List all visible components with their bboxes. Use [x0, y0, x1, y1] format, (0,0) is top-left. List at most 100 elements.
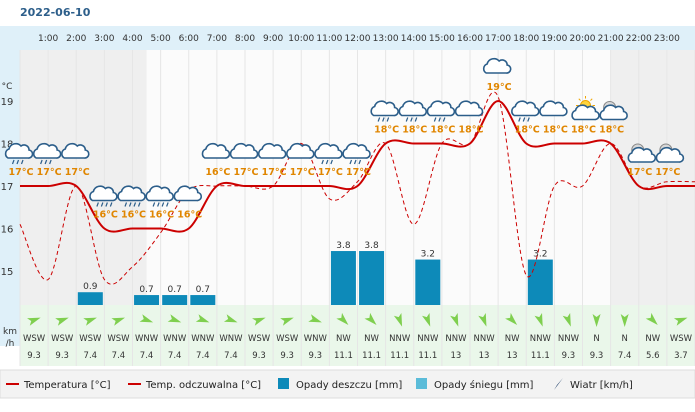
- wind-speed-label: 9.3: [280, 351, 294, 361]
- wind-direction-label: WNW: [135, 334, 159, 344]
- rain-bar: [330, 251, 356, 305]
- rain-value-label: 3.8: [336, 241, 351, 251]
- rain-value-label: 0.7: [139, 285, 153, 295]
- temp-value-label: 16°C: [205, 167, 230, 178]
- rain-drop: [157, 202, 160, 207]
- temp-value-label: 17°C: [627, 167, 652, 178]
- rain-drop: [382, 117, 385, 122]
- hour-label: 10:00: [288, 34, 314, 44]
- wind-speed-label: 11.1: [334, 351, 353, 361]
- cloud-shape: [201, 142, 231, 159]
- wind-arrow-shape: [562, 312, 571, 327]
- temp-value-label: 19°C: [487, 82, 512, 93]
- temp-value-label: 18°C: [430, 125, 455, 136]
- hour-label: 13:00: [373, 34, 399, 44]
- temp-value-label: 18°C: [402, 125, 427, 136]
- wind-arrow-shape: [364, 312, 377, 325]
- wind-arrow-icon: [592, 314, 601, 327]
- rain-drop: [49, 159, 52, 165]
- wind-arrow-icon: [505, 312, 518, 325]
- hour-label: 18:00: [513, 34, 539, 44]
- hour-label: 3:00: [94, 34, 114, 44]
- rain-bar: [190, 295, 216, 305]
- legend-label: Wiatr [km/h]: [570, 380, 633, 391]
- date-label: 2022-06-10: [20, 6, 91, 19]
- cloud-shape: [314, 142, 343, 159]
- wind-arrow-shape: [336, 312, 349, 325]
- y-unit-label: °C: [2, 82, 13, 92]
- rain-drop: [522, 117, 526, 122]
- wind-arrow-shape: [55, 317, 69, 326]
- wind-direction-label: WSW: [670, 334, 693, 344]
- legend-item: Opady deszczu [mm]: [278, 378, 402, 391]
- wind-arrow-icon: [562, 312, 571, 327]
- wind-arrow-icon: [83, 317, 97, 326]
- wind-arrow-icon: [673, 317, 688, 326]
- rain-drop: [40, 159, 43, 165]
- y-tick-label: 17: [1, 182, 14, 193]
- hour-label: 21:00: [598, 34, 624, 44]
- cloud-shape: [117, 185, 146, 202]
- wind-speed-label: 11.1: [362, 351, 381, 361]
- weather-cloud-rain-heavy-icon: [89, 185, 118, 207]
- weather-night-cloud-icon: [655, 143, 685, 163]
- wind-arrow-icon: [534, 312, 543, 327]
- wind-arrow-icon: [223, 314, 238, 323]
- rain-bar: [162, 295, 188, 305]
- cloud-shape: [599, 104, 628, 121]
- cloud-shape: [571, 104, 600, 121]
- weather-night-cloud-icon: [627, 143, 657, 163]
- wind-arrow-icon: [167, 314, 182, 323]
- wind-arrow-icon: [55, 317, 69, 326]
- wind-speed-label: 9.3: [309, 351, 323, 361]
- wind-arrow-shape: [280, 317, 294, 326]
- cloud-shape: [89, 185, 118, 202]
- wind-arrow-icon: [195, 314, 210, 323]
- hour-label: 19:00: [541, 34, 567, 44]
- wind-arrow-icon: [478, 312, 487, 327]
- hour-label: 15:00: [429, 34, 455, 44]
- hour-label: 11:00: [316, 34, 342, 44]
- wind-arrow-icon: [364, 312, 377, 325]
- weather-cloud-rain-heavy-icon: [117, 185, 146, 207]
- rain-drop: [433, 117, 437, 122]
- wind-unit-label: /h: [6, 339, 15, 349]
- legend-item: Wiatr [km/h]: [554, 378, 633, 391]
- wind-arrow-icon: [111, 317, 126, 326]
- wind-direction-label: NNW: [558, 334, 580, 344]
- cloud-shape: [627, 146, 657, 163]
- wind-arrow-shape: [223, 314, 238, 323]
- cloud-shape: [61, 142, 90, 159]
- weather-night-cloud-icon: [599, 101, 628, 121]
- wind-arrow-shape: [195, 314, 210, 323]
- hour-label: 12:00: [345, 34, 371, 44]
- rain-bar: [359, 251, 385, 305]
- weather-cloud-icon: [539, 100, 568, 117]
- rain-drop: [518, 117, 521, 122]
- wind-arrow-shape: [450, 312, 459, 327]
- weather-cloud-icon: [173, 185, 203, 202]
- wind-speed-label: 7.4: [168, 351, 182, 361]
- weather-cloud-icon: [454, 100, 484, 117]
- wind-direction-label: NNW: [530, 334, 552, 344]
- rain-bar: [77, 292, 103, 305]
- rain-drop: [96, 202, 99, 207]
- temp-value-label: 18°C: [374, 125, 399, 136]
- legend-swatch: [416, 378, 427, 389]
- sun-ray: [590, 98, 593, 101]
- cloud-shape: [32, 142, 62, 159]
- wind-arrow-shape: [83, 317, 97, 326]
- hour-label: 17:00: [485, 34, 511, 44]
- wind-direction-label: NW: [336, 334, 351, 344]
- cloud-shape: [482, 57, 512, 74]
- wind-arrow-shape: [393, 312, 403, 327]
- cloud-shape: [426, 100, 456, 117]
- wind-arrow-shape: [252, 317, 266, 326]
- rain-drop: [438, 117, 441, 122]
- wind-direction-label: NNW: [417, 334, 439, 344]
- hour-label: 23:00: [654, 34, 680, 44]
- temp-value-label: 17°C: [234, 167, 259, 178]
- y-tick-label: 19: [1, 97, 14, 108]
